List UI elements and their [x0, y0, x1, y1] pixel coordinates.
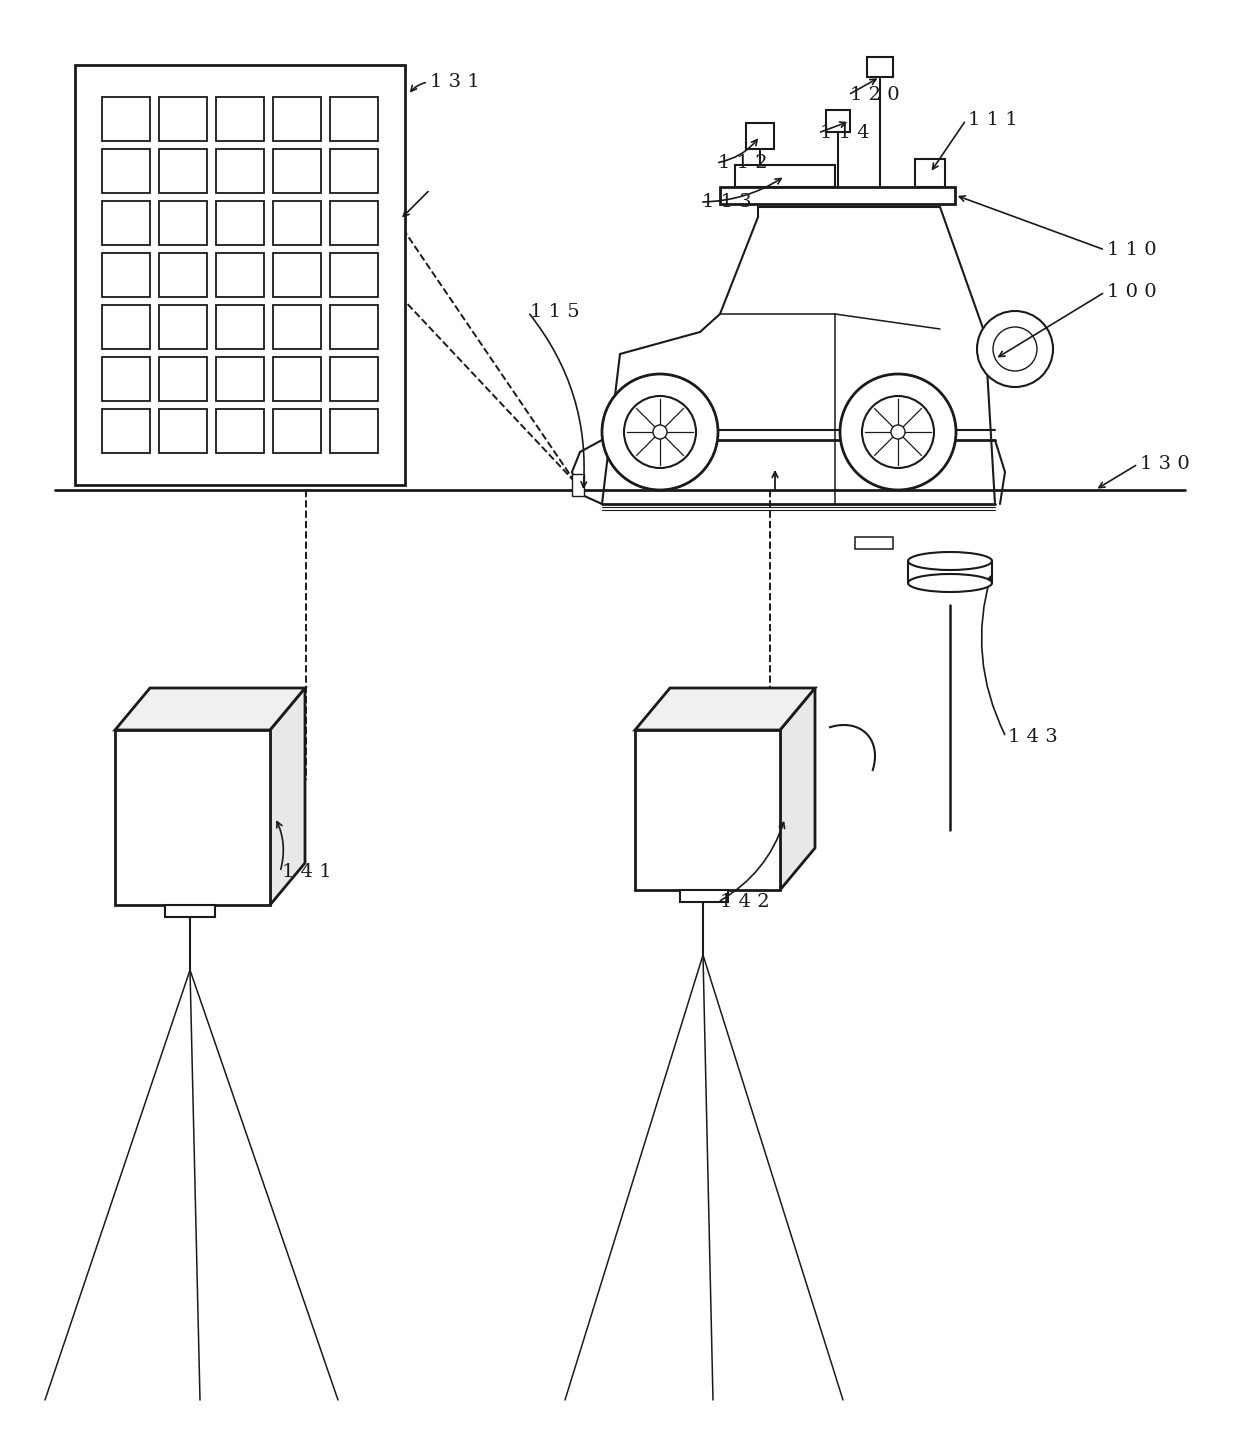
Bar: [915, 159, 945, 188]
Bar: [572, 474, 584, 495]
Circle shape: [977, 311, 1053, 387]
Bar: [159, 410, 207, 453]
Bar: [330, 149, 378, 193]
Text: 1 0 0: 1 0 0: [1107, 284, 1157, 301]
Bar: [216, 149, 264, 193]
Bar: [159, 97, 207, 140]
Bar: [102, 305, 150, 349]
Bar: [159, 305, 207, 349]
Bar: [115, 730, 270, 905]
Polygon shape: [270, 687, 305, 905]
Bar: [102, 97, 150, 140]
Ellipse shape: [908, 574, 992, 591]
Text: 1 4 3: 1 4 3: [1008, 727, 1058, 746]
Text: 1 1 2: 1 1 2: [718, 155, 768, 172]
Bar: [273, 410, 321, 453]
Bar: [273, 305, 321, 349]
Bar: [216, 410, 264, 453]
Bar: [216, 305, 264, 349]
Bar: [273, 200, 321, 245]
Bar: [330, 357, 378, 401]
Bar: [735, 165, 835, 188]
Text: 1 2 0: 1 2 0: [849, 86, 900, 105]
Bar: [635, 730, 780, 891]
Circle shape: [601, 374, 718, 490]
Text: 1 1 1: 1 1 1: [968, 112, 1018, 129]
Polygon shape: [635, 687, 815, 730]
Bar: [680, 891, 728, 902]
Bar: [159, 149, 207, 193]
Text: 1 4 2: 1 4 2: [720, 894, 770, 911]
Bar: [102, 149, 150, 193]
Bar: [826, 110, 849, 132]
Text: 1 3 0: 1 3 0: [1140, 455, 1189, 473]
Bar: [74, 64, 405, 485]
Polygon shape: [115, 687, 305, 730]
Circle shape: [624, 397, 696, 468]
Bar: [102, 410, 150, 453]
Bar: [159, 253, 207, 296]
Bar: [330, 410, 378, 453]
Circle shape: [892, 425, 905, 440]
Bar: [330, 97, 378, 140]
Bar: [273, 357, 321, 401]
Bar: [216, 253, 264, 296]
Bar: [856, 537, 893, 548]
Bar: [720, 188, 955, 203]
Text: 1 3 1: 1 3 1: [430, 73, 480, 92]
Text: 1 1 5: 1 1 5: [529, 304, 579, 321]
Circle shape: [862, 397, 934, 468]
Circle shape: [653, 425, 667, 440]
Circle shape: [993, 326, 1037, 371]
Circle shape: [839, 374, 956, 490]
Bar: [102, 200, 150, 245]
Bar: [216, 97, 264, 140]
Bar: [273, 97, 321, 140]
Bar: [216, 200, 264, 245]
Bar: [330, 253, 378, 296]
Bar: [102, 253, 150, 296]
Bar: [216, 357, 264, 401]
Text: 1 1 4: 1 1 4: [820, 125, 869, 142]
Bar: [273, 253, 321, 296]
Bar: [159, 357, 207, 401]
Text: 1 1 0: 1 1 0: [1107, 241, 1157, 259]
Bar: [867, 57, 893, 77]
Polygon shape: [780, 687, 815, 891]
Bar: [159, 200, 207, 245]
Bar: [746, 123, 774, 149]
Text: 1 4 1: 1 4 1: [281, 863, 331, 881]
Ellipse shape: [908, 551, 992, 570]
Bar: [165, 905, 215, 916]
Bar: [102, 357, 150, 401]
Text: 1 1 3: 1 1 3: [702, 193, 751, 211]
Bar: [273, 149, 321, 193]
Bar: [330, 200, 378, 245]
Bar: [330, 305, 378, 349]
